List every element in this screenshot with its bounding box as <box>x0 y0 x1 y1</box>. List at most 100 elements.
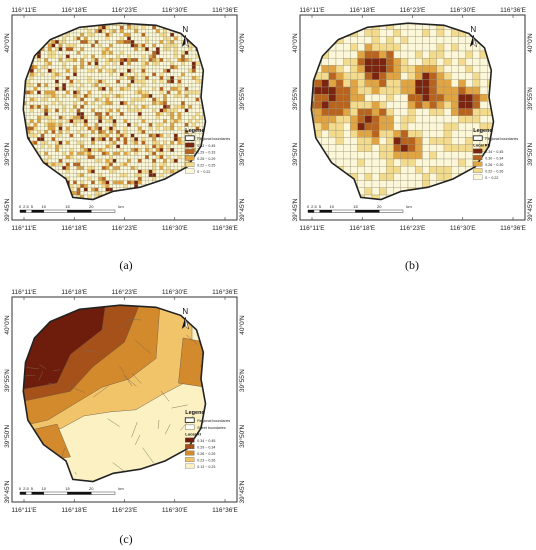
street-boundary <box>92 385 109 398</box>
grid-cell <box>134 68 139 73</box>
grid-cell <box>386 58 394 66</box>
grid-cell <box>130 130 135 134</box>
grid-cell <box>109 166 113 170</box>
grid-cell <box>328 151 337 160</box>
grid-cell <box>130 151 135 156</box>
caption-a: (a) <box>119 258 133 272</box>
grid-cell <box>109 137 113 142</box>
grid-cell <box>166 144 171 149</box>
grid-cell <box>177 90 182 95</box>
scale-tick-label: 10 <box>330 204 335 209</box>
grid-cell <box>429 79 437 88</box>
grid-cell <box>76 32 81 37</box>
grid-cell <box>163 169 167 174</box>
grid-cell <box>188 47 193 52</box>
grid-cell <box>328 144 337 152</box>
grid-cell <box>152 133 157 138</box>
grid-cell <box>83 122 88 127</box>
grid-cell <box>422 29 430 37</box>
grid-cell <box>73 158 77 163</box>
grid-cell <box>184 94 189 98</box>
grid-cell <box>98 50 103 55</box>
grid-cell <box>116 112 121 116</box>
grid-cell <box>364 137 373 145</box>
grid-cell <box>105 176 110 181</box>
grid-cell <box>116 83 121 88</box>
grid-cell <box>137 83 142 88</box>
scale-bar-segment <box>67 491 92 495</box>
grid-cell <box>451 79 459 88</box>
grid-cell <box>51 122 56 127</box>
grid-cell <box>191 54 196 59</box>
grid-cell <box>137 130 142 134</box>
grid-cell <box>40 54 45 59</box>
grid-cell <box>87 166 92 170</box>
grid-cell <box>98 166 103 170</box>
grid-cell <box>170 119 175 124</box>
grid-cell <box>170 151 175 156</box>
grid-cell <box>65 40 70 44</box>
grid-cell <box>69 112 74 116</box>
grid-cell <box>159 101 164 106</box>
grid-cell <box>29 137 34 142</box>
grid-cell <box>98 72 103 77</box>
grid-cell <box>55 101 59 106</box>
grid-cell <box>127 155 131 160</box>
grid-cell <box>98 68 103 73</box>
grid-cell <box>188 61 193 66</box>
grid-cell <box>65 61 70 66</box>
grid-cell <box>83 187 88 192</box>
grid-cell <box>116 122 121 127</box>
grid-cell <box>112 122 117 127</box>
grid-cell <box>130 65 135 70</box>
grid-cell <box>443 58 452 66</box>
grid-cell <box>386 65 394 73</box>
grid-cell <box>101 140 106 145</box>
grid-cell <box>119 158 124 163</box>
grid-cell <box>37 115 41 120</box>
grid-cell <box>184 122 189 127</box>
grid-cell <box>145 36 149 41</box>
grid-cell <box>152 32 157 37</box>
scale-unit-label: km <box>118 204 124 209</box>
grid-cell <box>155 29 160 34</box>
grid-cell <box>407 36 416 44</box>
grid-cell <box>357 115 365 124</box>
grid-cell <box>415 151 423 160</box>
grid-cell <box>166 76 171 80</box>
grid-cell <box>195 65 200 70</box>
grid-cell <box>73 65 77 70</box>
grid-cell <box>400 158 409 167</box>
grid-cell <box>47 54 52 59</box>
grid-cell <box>443 50 452 59</box>
grid-cell <box>127 184 131 188</box>
grid-cell <box>170 90 175 95</box>
grid-cell <box>73 104 77 109</box>
grid-cell <box>94 176 99 181</box>
grid-cell <box>148 169 153 174</box>
grid-cell <box>155 176 160 181</box>
grid-cell <box>51 61 56 66</box>
grid-cell <box>101 184 106 188</box>
grid-cell <box>98 76 103 80</box>
grid-cell <box>58 166 63 170</box>
grid-cell <box>105 112 110 116</box>
grid-cell <box>177 108 182 113</box>
lon-label: 116°18′E <box>349 6 375 14</box>
grid-cell <box>451 72 459 80</box>
grid-cell <box>58 54 63 59</box>
grid-cell <box>105 151 110 156</box>
grid-cell <box>83 32 88 37</box>
grid-cell <box>127 176 131 181</box>
grid-cell <box>62 54 67 59</box>
grid-cell <box>69 130 74 134</box>
grid-cell <box>141 101 146 106</box>
grid-cell <box>65 126 70 131</box>
grid-cell <box>76 140 81 145</box>
grid-cell <box>415 137 423 145</box>
grid-cell <box>40 79 45 84</box>
grid-cell <box>465 58 473 66</box>
grid-cell <box>80 68 85 73</box>
grid-cell <box>87 184 92 188</box>
grid-cell <box>159 58 164 62</box>
